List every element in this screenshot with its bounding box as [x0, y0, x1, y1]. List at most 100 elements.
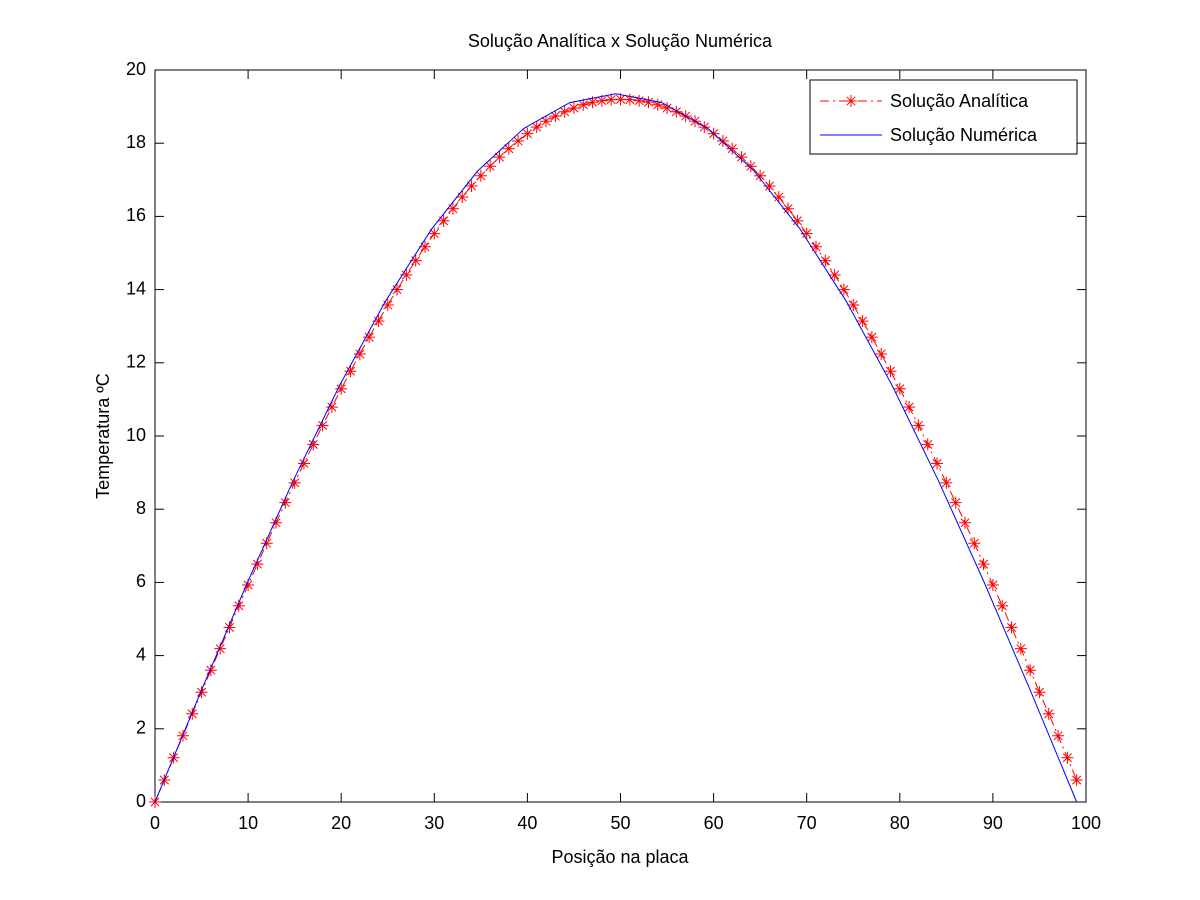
x-tick-label: 90	[983, 813, 1003, 833]
data-marker	[977, 558, 990, 571]
marker-stroke	[746, 161, 756, 171]
x-tick-label: 30	[424, 813, 444, 833]
data-marker	[567, 102, 580, 115]
marker-stroke	[1025, 665, 1035, 675]
data-marker	[986, 578, 999, 591]
data-marker	[856, 315, 869, 328]
marker-stroke	[699, 122, 709, 132]
marker-stroke	[327, 402, 337, 412]
y-tick-label: 0	[136, 791, 146, 811]
data-marker	[1005, 621, 1018, 634]
data-marker	[1061, 751, 1074, 764]
x-tick-label: 80	[890, 813, 910, 833]
y-tick-label: 18	[126, 132, 146, 152]
marker-stroke	[429, 229, 439, 239]
marker-stroke	[830, 270, 840, 280]
data-marker	[1024, 664, 1037, 677]
marker-stroke	[355, 349, 365, 359]
legend-box	[809, 79, 1078, 155]
marker-stroke	[345, 366, 356, 376]
data-marker	[1014, 642, 1027, 655]
data-marker	[875, 348, 888, 361]
marker-stroke	[671, 107, 681, 117]
marker-stroke	[522, 129, 532, 139]
marker-stroke	[951, 498, 961, 508]
data-marker	[810, 240, 823, 253]
marker-stroke	[1016, 644, 1026, 654]
marker-stroke	[597, 96, 607, 106]
marker-stroke	[383, 300, 393, 310]
marker-stroke	[1053, 731, 1063, 741]
marker-stroke	[448, 204, 458, 214]
data-marker	[465, 180, 478, 193]
data-marker	[912, 419, 925, 432]
data-marker	[949, 496, 962, 509]
y-tick-label: 4	[136, 644, 146, 664]
data-marker	[549, 110, 562, 123]
data-marker	[940, 476, 953, 489]
marker-stroke	[513, 136, 523, 146]
legend-marker	[845, 95, 857, 107]
data-marker	[633, 94, 646, 107]
marker-stroke	[774, 192, 784, 202]
marker-stroke	[1034, 687, 1045, 697]
y-tick-label: 12	[126, 352, 146, 372]
data-marker	[735, 151, 748, 164]
x-axis-label: Posição na placa	[551, 847, 689, 867]
marker-stroke	[588, 97, 598, 107]
x-tick-label: 0	[150, 813, 160, 833]
marker-stroke	[923, 439, 933, 449]
series-line	[154, 93, 1078, 803]
y-tick-label: 8	[136, 498, 146, 518]
x-tick-label: 40	[517, 813, 537, 833]
data-marker	[558, 105, 571, 118]
data-marker	[428, 227, 441, 240]
marker-stroke	[988, 580, 998, 590]
marker-stroke	[420, 242, 430, 252]
data-marker	[716, 135, 729, 148]
data-marker	[1042, 707, 1055, 720]
marker-stroke	[764, 181, 775, 191]
marker-stroke	[941, 478, 951, 488]
marker-stroke	[606, 95, 616, 105]
x-tick-label: 20	[331, 813, 351, 833]
y-tick-label: 20	[126, 59, 146, 79]
x-tick-label: 70	[797, 813, 817, 833]
y-tick-label: 16	[126, 205, 146, 225]
data-marker	[195, 686, 208, 699]
marker-stroke	[373, 316, 383, 326]
legend-label: Solução Numérica	[890, 125, 1038, 145]
data-marker	[307, 438, 320, 451]
data-marker	[782, 202, 795, 215]
marker-stroke	[792, 216, 802, 226]
plot-area	[154, 69, 1087, 803]
marker-stroke	[867, 332, 877, 342]
marker-stroke	[476, 171, 486, 181]
data-marker	[1070, 774, 1083, 787]
y-tick-label: 2	[136, 718, 146, 738]
marker-stroke	[1072, 775, 1082, 785]
data-marker	[791, 214, 804, 227]
marker-stroke	[960, 518, 970, 528]
chart-title: Solução Analítica x Solução Numérica	[468, 31, 773, 51]
marker-stroke	[215, 644, 225, 654]
data-marker	[316, 419, 329, 432]
series-line	[154, 98, 1078, 803]
data-marker	[204, 664, 217, 677]
marker-stroke	[494, 152, 505, 162]
marker-stroke	[662, 103, 672, 113]
marker-stroke	[485, 161, 495, 171]
data-marker	[325, 401, 338, 414]
data-marker	[884, 365, 897, 378]
data-marker	[214, 642, 227, 655]
marker-stroke	[718, 136, 728, 146]
marker-stroke	[1062, 753, 1072, 763]
data-marker	[996, 599, 1009, 612]
y-tick-label: 14	[126, 278, 146, 298]
marker-stroke	[466, 181, 477, 191]
marker-stroke	[336, 384, 346, 394]
data-marker	[958, 516, 971, 529]
data-marker	[614, 93, 627, 106]
data-marker	[726, 142, 739, 155]
